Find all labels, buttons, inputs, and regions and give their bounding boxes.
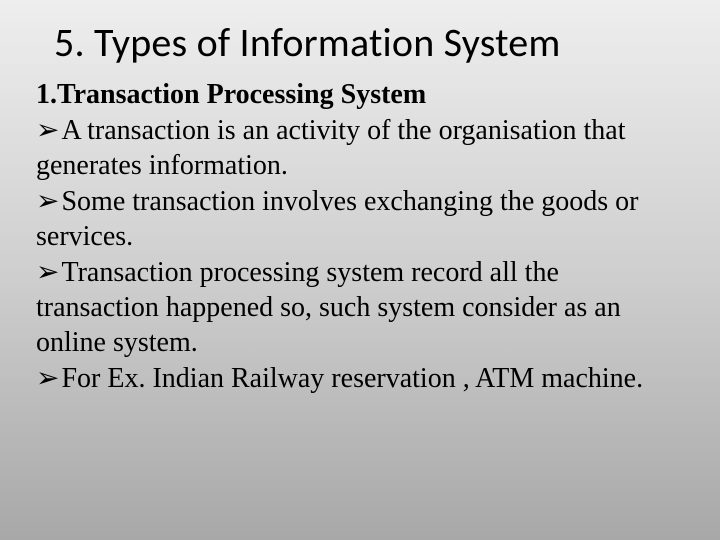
bullet-text: For Ex. Indian Railway reservation , ATM… (61, 363, 643, 394)
bullet-item: ➢Some transaction involves exchanging th… (36, 183, 684, 254)
arrow-icon: ➢ (36, 360, 59, 395)
section-subtitle: 1.Transaction Processing System (36, 77, 684, 112)
arrow-icon: ➢ (36, 183, 59, 218)
bullet-item: ➢For Ex. Indian Railway reservation , AT… (36, 360, 684, 396)
bullet-text: Some transaction involves exchanging the… (36, 186, 638, 252)
bullet-item: ➢A transaction is an activity of the org… (36, 112, 684, 183)
arrow-icon: ➢ (36, 254, 59, 289)
arrow-icon: ➢ (36, 112, 59, 147)
slide: 5. Types of Information System 1.Transac… (0, 0, 720, 540)
bullet-item: ➢Transaction processing system record al… (36, 254, 684, 360)
slide-title: 5. Types of Information System (54, 18, 684, 67)
bullet-text: A transaction is an activity of the orga… (36, 115, 626, 181)
bullet-text: Transaction processing system record all… (36, 257, 621, 358)
